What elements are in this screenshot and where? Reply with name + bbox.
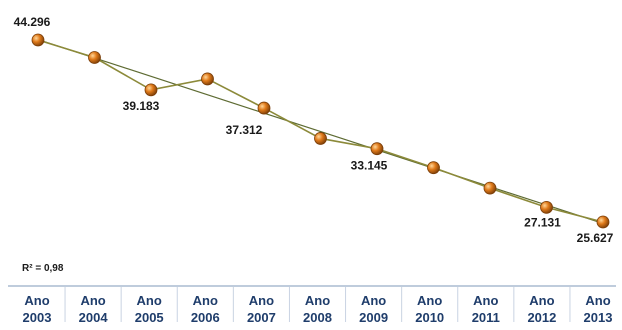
data-point-marker: [201, 72, 214, 86]
data-point-marker: [88, 51, 101, 64]
data-point-marker: [144, 83, 158, 97]
data-label: 44.296: [14, 15, 51, 29]
data-point-marker: [483, 181, 497, 195]
data-label: 33.145: [351, 159, 388, 173]
data-point-marker: [314, 132, 327, 145]
x-tick-label: Ano 2003: [23, 293, 52, 325]
data-label: 25.627: [577, 231, 614, 245]
data-point-marker: [596, 215, 610, 229]
data-point-marker: [31, 33, 45, 47]
x-tick-label: Ano 2008: [303, 293, 332, 325]
x-tick-label: Ano 2013: [584, 293, 613, 325]
data-label: 27.131: [524, 215, 561, 229]
data-point-marker: [257, 101, 271, 115]
data-label-layer: 44.296 39.183 37.312 33.145 27.131 25.627: [14, 15, 614, 245]
x-tick-label: Ano 2005: [135, 293, 164, 325]
x-tick-label: Ano 2007: [247, 293, 276, 325]
x-tick-label: Ano 2004: [79, 293, 109, 325]
x-tick-label-layer: Ano 2003 Ano 2004 Ano 2005 Ano 2006 Ano 2007 Ano 20…: [23, 287, 613, 325]
data-point-marker: [370, 142, 384, 156]
data-point-marker: [540, 200, 553, 214]
r-squared-label: R² = 0,98: [22, 263, 64, 274]
marker-layer: [31, 33, 610, 229]
trendline-layer: [37, 39, 604, 225]
data-label: 39.183: [123, 99, 160, 113]
x-tick-label: Ano 2011: [472, 293, 500, 325]
x-tick-label: Ano 2010: [415, 293, 444, 325]
x-tick-label: Ano 2012: [527, 293, 556, 325]
data-label: 37.312: [226, 123, 263, 137]
x-tick-label: Ano 2009: [359, 293, 388, 325]
trendline: [37, 39, 604, 225]
data-point-marker: [427, 161, 440, 175]
x-tick-label: Ano 2006: [191, 293, 220, 325]
